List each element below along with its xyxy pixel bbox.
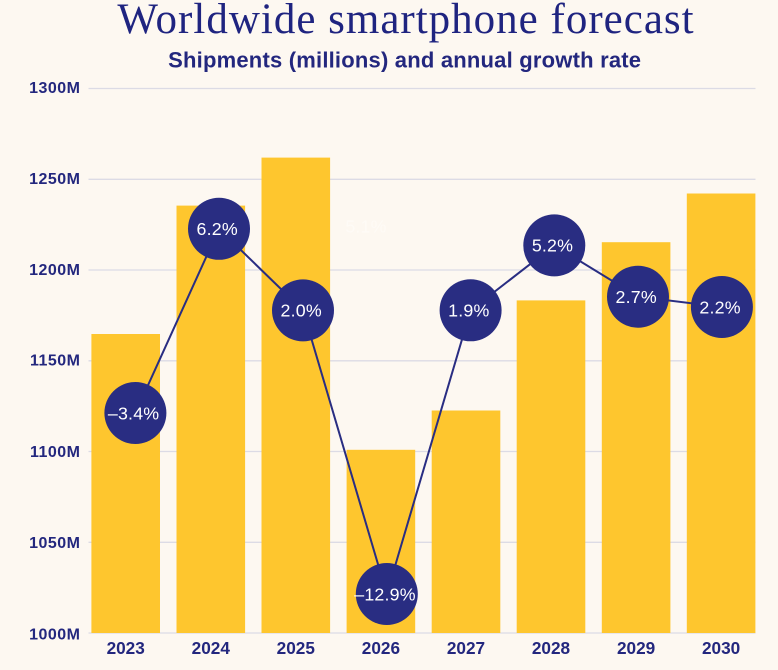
svg-text:2023: 2023 xyxy=(107,638,145,658)
svg-text:5.1%: 5.1% xyxy=(345,217,386,237)
svg-text:6.2%: 6.2% xyxy=(197,219,238,239)
svg-text:1250M: 1250M xyxy=(29,171,80,188)
svg-text:1100M: 1100M xyxy=(30,444,81,461)
svg-text:Shipments (millions) and annua: Shipments (millions) and annual growth r… xyxy=(168,48,641,73)
svg-text:2.7%: 2.7% xyxy=(616,287,657,307)
svg-text:2028: 2028 xyxy=(532,638,571,658)
svg-text:2027: 2027 xyxy=(447,638,485,658)
svg-text:2.0%: 2.0% xyxy=(281,301,322,321)
svg-text:2024: 2024 xyxy=(192,638,231,658)
svg-text:2030: 2030 xyxy=(702,638,740,658)
svg-text:1150M: 1150M xyxy=(30,353,81,370)
svg-text:Worldwide smartphone forecast: Worldwide smartphone forecast xyxy=(117,0,694,43)
svg-text:1.9%: 1.9% xyxy=(448,301,489,321)
svg-text:2025: 2025 xyxy=(277,638,316,658)
svg-text:5.2%: 5.2% xyxy=(532,236,573,256)
svg-text:1300M: 1300M xyxy=(29,80,80,97)
svg-text:1200M: 1200M xyxy=(29,262,80,279)
svg-text:2026: 2026 xyxy=(362,638,400,658)
svg-text:1000M: 1000M xyxy=(29,626,80,643)
svg-text:2029: 2029 xyxy=(617,638,655,658)
svg-text:2.2%: 2.2% xyxy=(699,297,740,317)
svg-text:–3.4%: –3.4% xyxy=(108,403,159,423)
svg-text:–12.9%: –12.9% xyxy=(354,584,416,604)
svg-text:1050M: 1050M xyxy=(29,535,80,552)
